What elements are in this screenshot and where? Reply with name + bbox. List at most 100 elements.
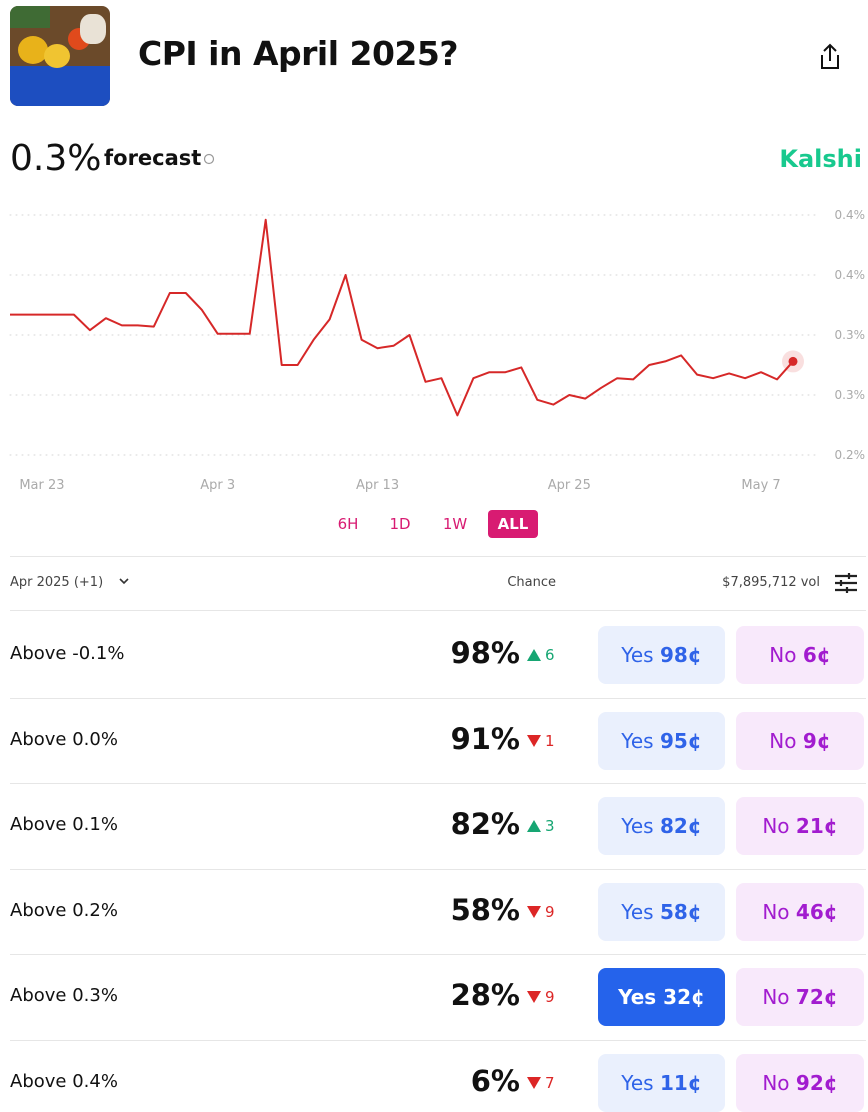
price: 72¢	[795, 985, 838, 1010]
yes-button[interactable]: Yes 58¢	[598, 882, 725, 941]
x-tick-label: Apr 25	[548, 478, 591, 493]
button-label: No	[769, 728, 797, 753]
range-button[interactable]: 6H	[337, 515, 359, 533]
chevron[interactable]	[118, 577, 130, 587]
forecast-value: 0.3%	[10, 138, 102, 179]
chevron-path	[119, 578, 129, 585]
arrow-shape	[527, 649, 541, 661]
y-tick-label: 0.2%	[835, 448, 866, 462]
no-button[interactable]: No 6¢	[736, 626, 864, 684]
outcome-label: Above -0.1%	[10, 643, 125, 664]
price: 92¢	[795, 1071, 838, 1095]
chance: 91%	[450, 721, 520, 756]
down-arrow	[527, 1077, 541, 1089]
outcome-label: Above 0.4%	[10, 1071, 118, 1092]
down-arrow	[527, 991, 541, 1004]
button-label: No	[769, 643, 797, 667]
arrow-shape	[527, 1077, 541, 1089]
arrow-shape	[527, 820, 541, 833]
divider	[10, 783, 866, 785]
yes-button[interactable]: Yes 95¢	[598, 711, 725, 770]
end-point	[788, 356, 798, 366]
arrow-shape	[527, 734, 541, 747]
filter-icon[interactable]	[834, 572, 858, 594]
down-arrow	[527, 734, 541, 747]
info-icon[interactable]	[203, 153, 215, 165]
no-button[interactable]: No 46¢	[736, 882, 864, 941]
range-button[interactable]: 1D	[389, 515, 411, 533]
divider	[10, 868, 866, 870]
chance: 28%	[450, 978, 520, 1013]
chance-header: Chance	[507, 575, 556, 590]
change: 6	[545, 646, 555, 664]
thumbnail	[10, 6, 110, 106]
up-arrow	[527, 820, 541, 833]
outcome-label: Above 0.2%	[10, 899, 118, 921]
y-tick-label: 0.3%	[835, 388, 866, 402]
divider	[10, 697, 866, 699]
y-tick-label: 0.3%	[835, 328, 866, 342]
price: 82¢	[659, 814, 702, 839]
market-title: CPI in April 2025?	[138, 34, 459, 73]
volume: $7,895,712 vol	[722, 575, 820, 590]
price: 98¢	[659, 643, 702, 667]
price: 32¢	[663, 985, 705, 1010]
no-button[interactable]: No 9¢	[736, 711, 864, 770]
y-tick-label: 0.4%	[835, 208, 866, 222]
x-tick-label: Mar 23	[19, 478, 64, 493]
yes-button[interactable]: Yes 98¢	[598, 626, 725, 684]
no-button[interactable]: No 92¢	[736, 1054, 864, 1112]
button-label: Yes	[618, 985, 657, 1010]
arrow-shape	[527, 905, 541, 918]
button-label: No	[762, 814, 790, 839]
group-selector[interactable]: Apr 2025 (+1)	[10, 575, 104, 590]
chance: 58%	[450, 892, 520, 927]
price: 95¢	[659, 728, 702, 753]
x-tick-label: May 7	[741, 478, 780, 493]
button-label: Yes	[621, 728, 654, 753]
divider	[10, 556, 866, 557]
outcome-label: Above 0.1%	[10, 814, 118, 836]
button-label: No	[762, 899, 790, 924]
forecast-line	[10, 218, 794, 417]
yes-button[interactable]: Yes 32¢	[598, 968, 725, 1027]
price: 21¢	[795, 814, 838, 839]
price: 6¢	[802, 643, 831, 667]
price: 58¢	[659, 899, 702, 924]
button-label: Yes	[621, 899, 654, 924]
range-button[interactable]: ALL	[488, 510, 538, 538]
change: 1	[545, 731, 555, 750]
chart: 0.4% 0.4% 0.3% 0.3% 0.2% Mar 23 Apr 3 Apr 13 Apr…	[9, 208, 866, 493]
share-icon[interactable]	[816, 42, 844, 72]
divider	[10, 1040, 866, 1041]
change: 7	[545, 1074, 555, 1092]
button-label: No	[762, 985, 790, 1010]
button-label: Yes	[621, 1071, 654, 1095]
price: 9¢	[802, 728, 831, 753]
arrow-shape	[527, 991, 541, 1004]
x-tick-label: Apr 3	[200, 478, 235, 493]
button-label: Yes	[621, 643, 654, 667]
change: 9	[545, 902, 555, 921]
button-label: No	[762, 1071, 790, 1095]
change: 9	[545, 988, 555, 1007]
no-button[interactable]: No 72¢	[736, 968, 864, 1027]
chance: 6%	[470, 1064, 520, 1098]
range-button[interactable]: 1W	[442, 515, 468, 533]
divider	[10, 954, 866, 956]
yes-button[interactable]: Yes 82¢	[598, 797, 725, 856]
button-label: Yes	[621, 814, 654, 839]
divider	[10, 610, 866, 611]
change: 3	[545, 817, 555, 836]
x-tick-label: Apr 13	[356, 478, 399, 493]
price: 46¢	[795, 899, 838, 924]
chance: 98%	[450, 636, 520, 670]
y-tick-label: 0.4%	[835, 268, 866, 282]
filter-path	[835, 573, 857, 593]
no-button[interactable]: No 21¢	[736, 797, 864, 856]
forecast-label: forecast	[104, 146, 202, 170]
brand: Kalshi	[779, 145, 862, 173]
chance: 82%	[450, 807, 520, 842]
yes-button[interactable]: Yes 11¢	[598, 1054, 725, 1112]
